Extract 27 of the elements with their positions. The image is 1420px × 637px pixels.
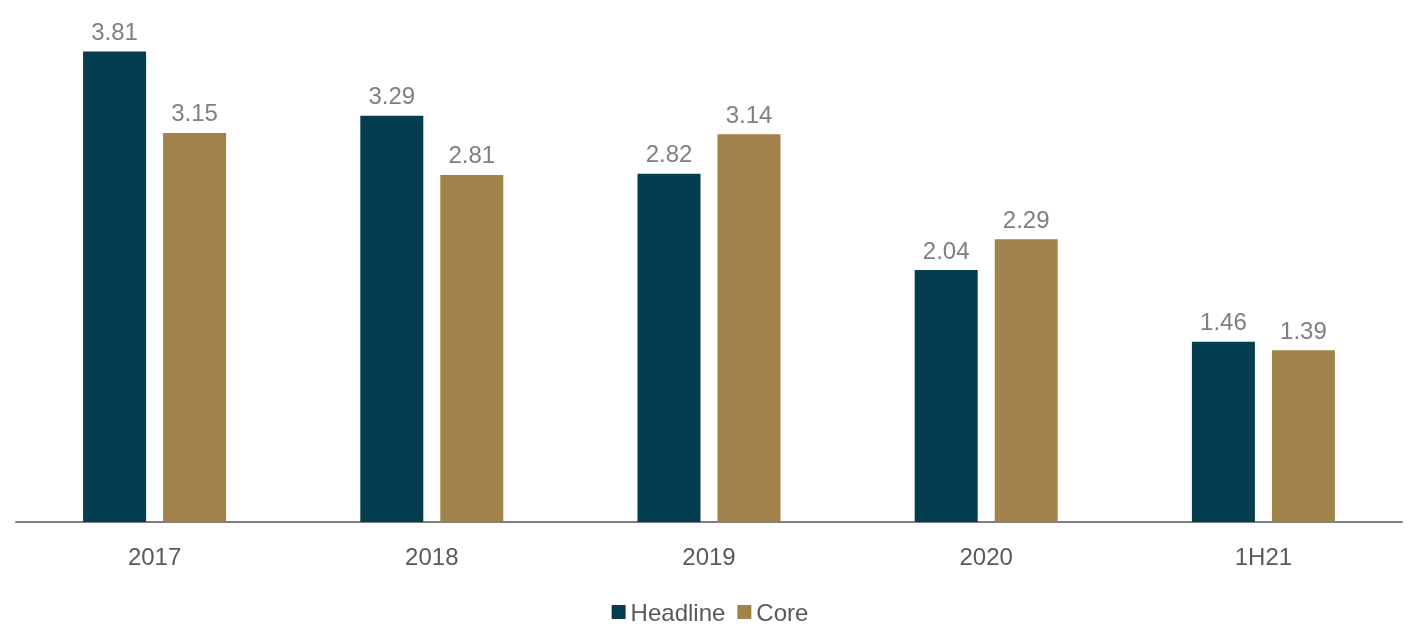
data-label: 3.29 xyxy=(368,82,416,110)
x-tick-label: 2020 xyxy=(959,542,1013,570)
legend-label: Headline xyxy=(630,598,726,626)
data-label: 3.81 xyxy=(91,17,138,45)
data-label: 3.14 xyxy=(725,100,773,128)
data-label: 1.39 xyxy=(1280,316,1327,344)
bar xyxy=(1191,341,1255,522)
data-label: 2.82 xyxy=(645,140,693,168)
data-label: 2.81 xyxy=(448,141,496,169)
data-label: 2.29 xyxy=(1002,205,1050,233)
legend-label: Core xyxy=(756,598,809,626)
x-tick-label: 1H21 xyxy=(1234,542,1293,570)
bar xyxy=(360,115,424,522)
bar xyxy=(440,174,504,522)
bar xyxy=(163,132,227,522)
bar xyxy=(1271,350,1335,522)
x-tick-label: 2017 xyxy=(127,542,182,570)
x-tick-label: 2018 xyxy=(405,542,459,570)
data-label: 3.15 xyxy=(171,99,218,127)
bar xyxy=(994,239,1058,522)
x-tick-label: 2019 xyxy=(682,542,736,570)
data-label: 2.04 xyxy=(922,236,970,264)
bar xyxy=(717,134,781,522)
bar xyxy=(83,51,147,522)
bar xyxy=(637,173,701,522)
bar xyxy=(914,270,978,522)
data-label: 1.46 xyxy=(1200,308,1247,336)
